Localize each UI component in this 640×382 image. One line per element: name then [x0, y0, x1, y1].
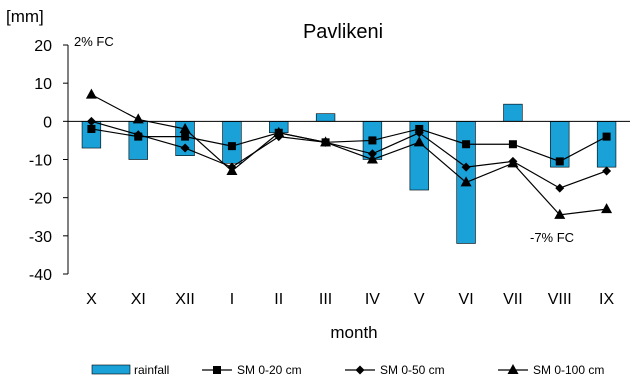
point-sm-0-100-cm	[226, 164, 238, 175]
point-sm-0-100-cm	[507, 157, 519, 168]
rainfall-bar	[503, 103, 523, 122]
rainfall-bar	[596, 121, 617, 168]
y-tick-label: 20	[34, 38, 52, 55]
point-sm-0-20-cm	[181, 132, 190, 141]
point-sm-0-50-cm	[86, 116, 96, 126]
point-sm-0-20-cm	[602, 132, 611, 141]
point-sm-0-50-cm	[555, 183, 565, 193]
y-tick-label: -20	[29, 191, 52, 208]
legend-label-sm-0-100-cm: SM 0-100 cm	[533, 363, 604, 377]
point-sm-0-20-cm	[555, 157, 564, 166]
x-tick-label: IV	[365, 291, 380, 308]
y-tick-label: -10	[29, 153, 52, 170]
x-tick-label: III	[319, 291, 332, 308]
legend-label-sm-0-20-cm: SM 0-20 cm	[237, 363, 302, 377]
point-sm-0-20-cm	[227, 142, 236, 151]
y-tick-label: 10	[34, 76, 52, 93]
x-tick-label: I	[230, 291, 234, 308]
legend: rainfall SM 0-20 cm SM 0-50 cm SM 0-100 cm	[91, 363, 604, 377]
x-tick-label: XI	[131, 291, 146, 308]
point-sm-0-100-cm	[366, 153, 378, 164]
point-sm-0-20-cm	[462, 140, 471, 149]
point-sm-0-20-cm	[87, 124, 96, 133]
legend-label-rainfall: rainfall	[134, 363, 169, 377]
annotation-minus7pct-fc: -7% FC	[530, 230, 574, 245]
x-tick-label: VII	[503, 291, 523, 308]
x-tick-label: X	[86, 291, 97, 308]
x-tick-label: XII	[175, 291, 195, 308]
point-sm-0-20-cm	[508, 140, 517, 149]
point-sm-0-50-cm	[461, 162, 471, 172]
annotation-2pct-fc: 2% FC	[74, 34, 114, 49]
point-sm-0-100-cm	[85, 88, 97, 99]
point-sm-0-20-cm	[368, 136, 377, 145]
point-sm-0-100-cm	[601, 203, 613, 214]
point-sm-0-100-cm	[413, 136, 425, 147]
y-tick-label: 0	[43, 114, 52, 131]
point-sm-0-100-cm	[273, 126, 285, 137]
point-sm-0-100-cm	[554, 208, 566, 219]
point-sm-0-100-cm	[179, 122, 191, 133]
legend-label-sm-0-50-cm: SM 0-50 cm	[380, 363, 445, 377]
point-sm-0-100-cm	[132, 113, 144, 124]
x-tick-label: IX	[599, 291, 614, 308]
y-axis-label: [mm]	[6, 7, 44, 26]
point-sm-0-100-cm	[320, 136, 332, 147]
y-tick-label: -30	[29, 229, 52, 246]
legend-marker-sm-0-50-cm	[355, 365, 365, 375]
chart-title: Pavlikeni	[303, 21, 383, 43]
x-tick-label: V	[414, 291, 425, 308]
point-sm-0-100-cm	[460, 176, 472, 187]
x-tick-label: II	[274, 291, 283, 308]
point-sm-0-50-cm	[180, 143, 190, 153]
point-sm-0-50-cm	[414, 128, 424, 138]
x-axis-label: month	[330, 323, 377, 342]
point-sm-0-50-cm	[133, 130, 143, 140]
series-line-sm-0-20-cm	[91, 128, 607, 163]
x-tick-label: VI	[459, 291, 474, 308]
series-line-sm-0-100-cm	[91, 94, 607, 216]
series-line-sm-0-50-cm	[91, 120, 607, 189]
legend-marker-sm-0-20-cm	[213, 366, 221, 374]
legend-marker-sm-0-100-cm	[507, 364, 519, 374]
y-tick-label: -40	[29, 267, 52, 284]
rainfall-bar	[315, 113, 336, 122]
x-tick-label: VIII	[548, 291, 572, 308]
point-sm-0-50-cm	[602, 166, 612, 176]
legend-swatch-rainfall	[91, 364, 131, 375]
